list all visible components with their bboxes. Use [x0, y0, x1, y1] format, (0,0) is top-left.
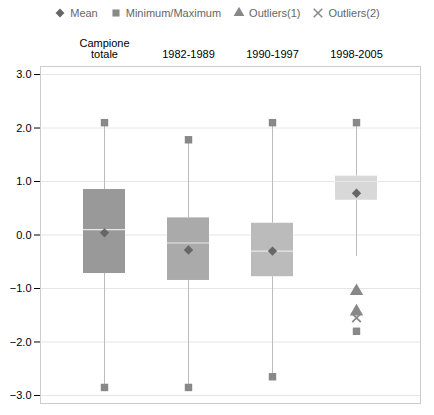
svg-text:Campionetotale: Campionetotale: [79, 37, 129, 60]
svg-text:2.0: 2.0: [16, 122, 31, 134]
svg-text:1990-1997: 1990-1997: [246, 48, 299, 60]
svg-text:0.0: 0.0: [16, 229, 31, 241]
svg-text:1982-1989: 1982-1989: [162, 48, 215, 60]
svg-text:−3.0: −3.0: [10, 389, 32, 401]
html-text:Outliers(2): Outliers(2): [328, 7, 380, 19]
svg-text:−1.0: −1.0: [10, 282, 32, 294]
html-text:Minimum/Maximum: Minimum/Maximum: [125, 7, 222, 19]
svg-text:1.0: 1.0: [16, 175, 31, 187]
svg-text:3.0: 3.0: [16, 68, 31, 80]
html-text:Outliers(1): Outliers(1): [249, 7, 301, 19]
svg-text:1998-2005: 1998-2005: [330, 48, 383, 60]
svg-text:−2.0: −2.0: [10, 336, 32, 348]
html-text:Mean: Mean: [70, 7, 98, 19]
